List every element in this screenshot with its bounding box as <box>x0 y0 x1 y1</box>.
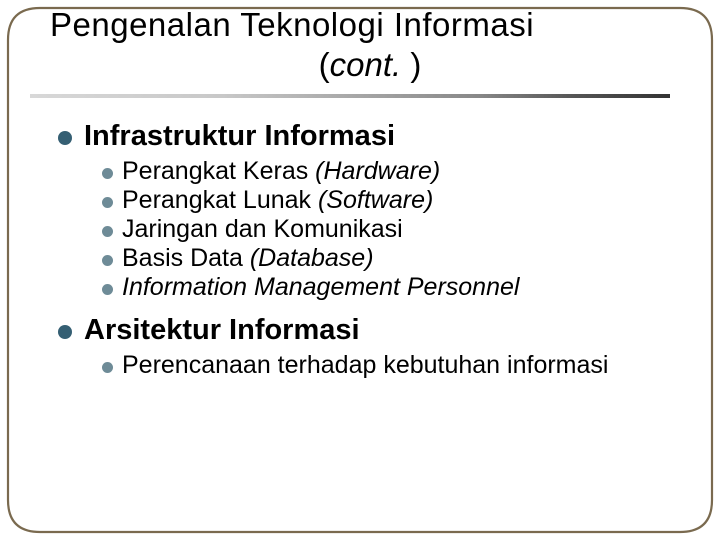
title-line2-post: ) <box>401 46 421 83</box>
text-italic: (Database) <box>250 244 374 272</box>
list-item-lvl2: Perencanaan terhadap kebutuhan informasi <box>102 351 680 380</box>
bullet-icon <box>102 197 113 208</box>
list-item-label: Information Management Personnel <box>122 273 519 302</box>
bullet-icon <box>102 362 113 373</box>
sub-list: Perangkat Keras (Hardware) Perangkat Lun… <box>102 157 680 302</box>
list-item-label: Perangkat Lunak (Software) <box>122 186 433 215</box>
title-line-1: Pengenalan Teknologi Informasi <box>50 6 690 44</box>
text-italic: (Hardware) <box>315 157 440 185</box>
list-item-label: Arsitektur Informasi <box>84 314 360 347</box>
list-item-lvl2: Jaringan dan Komunikasi <box>102 215 680 244</box>
list-item-lvl2: Perangkat Lunak (Software) <box>102 186 680 215</box>
slide: Pengenalan Teknologi Informasi (cont. ) … <box>0 0 720 540</box>
text-italic: Information Management Personnel <box>122 273 519 301</box>
list-item-label: Infrastruktur Informasi <box>84 120 395 153</box>
text-pre: Jaringan dan Komunikasi <box>122 215 403 243</box>
bullet-icon <box>58 325 72 339</box>
slide-content: Infrastruktur Informasi Perangkat Keras … <box>0 98 720 380</box>
title-line2-italic: cont. <box>330 46 402 83</box>
bullet-icon <box>58 131 72 145</box>
list-item-label: Perangkat Keras (Hardware) <box>122 157 440 186</box>
list-item-label: Perencanaan terhadap kebutuhan informasi <box>122 351 608 380</box>
list-item-lvl2: Perangkat Keras (Hardware) <box>102 157 680 186</box>
slide-title: Pengenalan Teknologi Informasi (cont. ) <box>0 0 720 88</box>
bullet-icon <box>102 284 113 295</box>
bullet-icon <box>102 255 113 266</box>
text-pre: Perangkat Lunak <box>122 186 318 214</box>
list-item-lvl1: Infrastruktur Informasi <box>58 120 680 153</box>
list-item-lvl2: Basis Data (Database) <box>102 244 680 273</box>
list-item-lvl1: Arsitektur Informasi <box>58 314 680 347</box>
list-item-lvl2: Information Management Personnel <box>102 273 680 302</box>
title-line2-pre: ( <box>319 46 330 83</box>
text-pre: Basis Data <box>122 244 250 272</box>
text-pre: Perencanaan terhadap kebutuhan informasi <box>122 351 608 379</box>
text-italic: (Software) <box>318 186 433 214</box>
bullet-icon <box>102 226 113 237</box>
text-pre: Perangkat Keras <box>122 157 315 185</box>
title-line-2: (cont. ) <box>50 46 690 84</box>
list-item-label: Basis Data (Database) <box>122 244 374 273</box>
bullet-icon <box>102 168 113 179</box>
sub-list: Perencanaan terhadap kebutuhan informasi <box>102 351 680 380</box>
list-item-label: Jaringan dan Komunikasi <box>122 215 403 244</box>
